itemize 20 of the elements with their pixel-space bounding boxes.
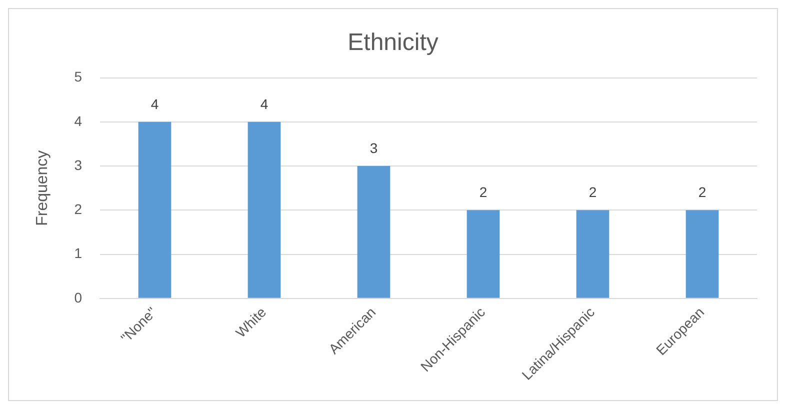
chart-title: Ethnicity xyxy=(348,29,438,56)
bar xyxy=(357,166,390,298)
bar xyxy=(466,210,500,298)
bar xyxy=(686,210,719,298)
data-label: 3 xyxy=(370,140,378,156)
data-label: 4 xyxy=(260,96,268,112)
data-label: 4 xyxy=(150,96,159,112)
y-tick-label: 1 xyxy=(74,245,82,262)
y-tick-label: 5 xyxy=(74,68,82,85)
bar xyxy=(248,122,281,298)
y-tick-label: 2 xyxy=(74,201,82,218)
y-tick-label: 3 xyxy=(74,156,82,173)
y-axis-title: Frequency xyxy=(34,150,52,226)
y-tick-label: 0 xyxy=(74,289,82,306)
bar xyxy=(576,210,610,298)
data-label: 2 xyxy=(588,184,597,200)
data-label: 2 xyxy=(479,184,488,200)
y-tick-label: 4 xyxy=(74,112,82,129)
data-label: 2 xyxy=(698,184,706,200)
bar xyxy=(138,122,172,298)
